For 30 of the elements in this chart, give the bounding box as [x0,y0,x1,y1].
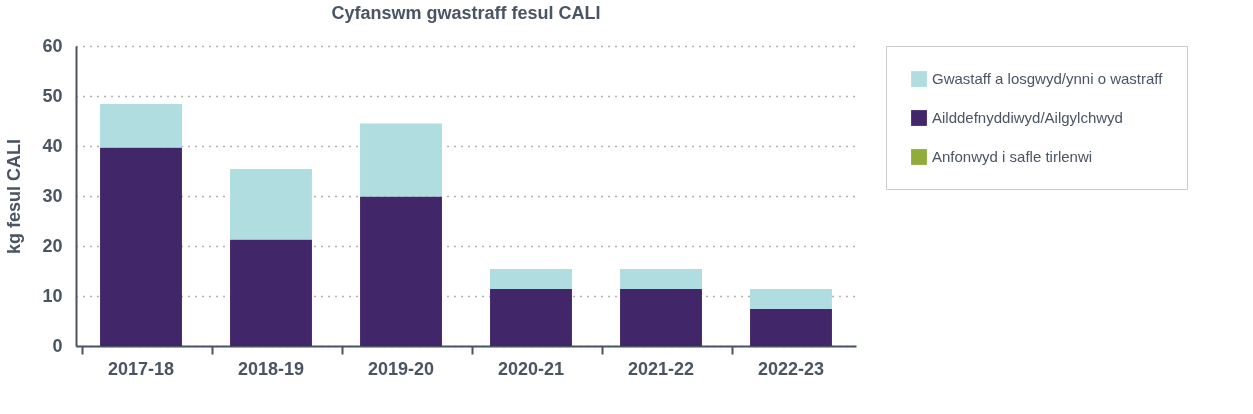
bar [750,309,832,346]
chart-title: Cyfanswm gwastraff fesul CALI [331,3,601,23]
bar [100,147,182,346]
legend-label: Gwastaff a losgwyd/ynni o wastraff [932,70,1164,87]
bar [230,169,312,240]
x-tick-label: 2021-22 [627,358,695,379]
bar [620,269,702,289]
y-tick-label: 40 [42,135,63,156]
y-tick-label: 0 [52,335,63,356]
x-tick-label: 2018-19 [237,358,305,379]
bar [490,289,572,346]
y-tick-label: 10 [42,285,63,306]
bar [620,289,702,346]
y-axis-title: kg fesul CALI [4,138,25,255]
legend-label: Ailddefnyddiwyd/Ailgylchwyd [932,109,1123,126]
bar [750,289,832,309]
x-tick-label: 2020-21 [497,358,565,379]
x-tick-label: 2022-23 [757,358,825,379]
bar [230,239,312,346]
x-tick-label: 2019-20 [367,358,435,379]
bar [100,104,182,148]
bar [360,196,442,346]
bar [360,123,442,197]
y-tick-label: 50 [42,85,63,106]
y-tick-label: 20 [42,235,63,256]
y-tick-label: 30 [42,185,63,206]
bar [490,269,572,289]
legend-label: Anfonwyd i safle tirlenwi [932,148,1093,165]
y-tick-label: 60 [42,35,63,56]
x-tick-label: 2017-18 [107,358,175,379]
